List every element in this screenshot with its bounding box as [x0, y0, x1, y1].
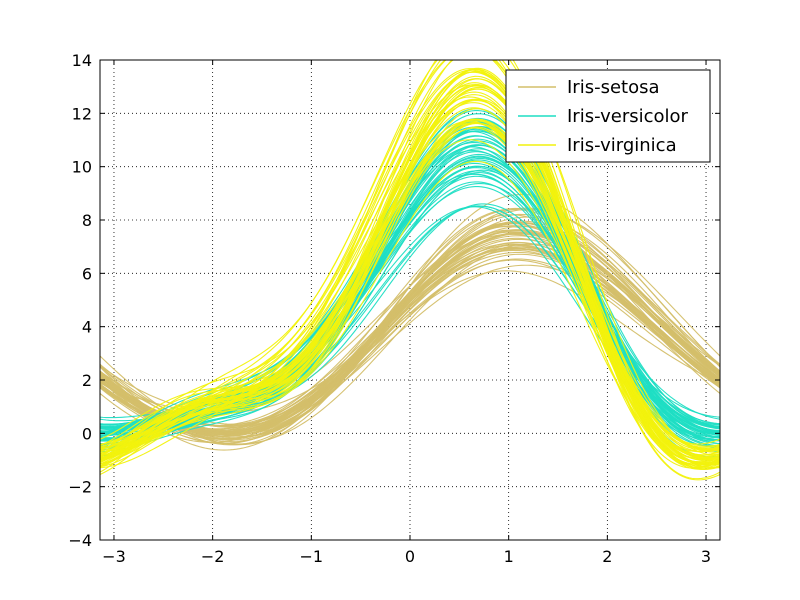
y-tick-label: 2: [82, 371, 92, 390]
y-tick-label: −2: [68, 478, 92, 497]
series-line: [100, 233, 720, 435]
series-line: [100, 222, 720, 445]
y-tick-label: −4: [68, 531, 92, 550]
legend: Iris-setosa Iris-versicolor Iris-virginica: [505, 69, 711, 163]
series-line: [100, 60, 720, 456]
curves-layer: [100, 60, 720, 481]
x-tick-label: −3: [102, 547, 126, 566]
series-line: [100, 222, 720, 438]
y-tick-label: 8: [82, 211, 92, 230]
y-tick-label: 14: [72, 51, 92, 70]
x-tick-label: 1: [504, 547, 514, 566]
series-line: [100, 118, 720, 453]
series-line: [100, 84, 720, 453]
series-line: [100, 67, 720, 466]
series-line: [100, 122, 720, 464]
series-line: [100, 118, 720, 460]
series-line: [100, 222, 720, 434]
x-tick-label: −2: [201, 547, 225, 566]
legend-entry: Iris-versicolor: [567, 106, 689, 127]
series-iris-virginica: [100, 60, 720, 481]
series-line: [100, 238, 720, 432]
x-tick-label: 2: [602, 547, 612, 566]
y-tick-label: 12: [72, 104, 92, 123]
y-tick-label: 10: [72, 158, 92, 177]
y-tick-label: 4: [82, 318, 92, 337]
x-tick-label: 0: [405, 547, 415, 566]
x-tick-label: −1: [300, 547, 324, 566]
y-tick-label: 0: [82, 424, 92, 443]
y-tick-label: 6: [82, 264, 92, 283]
legend-entry: Iris-virginica: [567, 135, 677, 156]
x-tick-label: 3: [701, 547, 711, 566]
series-iris-setosa: [100, 193, 720, 451]
series-line: [100, 253, 720, 440]
legend-entry: Iris-setosa: [567, 77, 660, 98]
series-line: [100, 88, 720, 452]
